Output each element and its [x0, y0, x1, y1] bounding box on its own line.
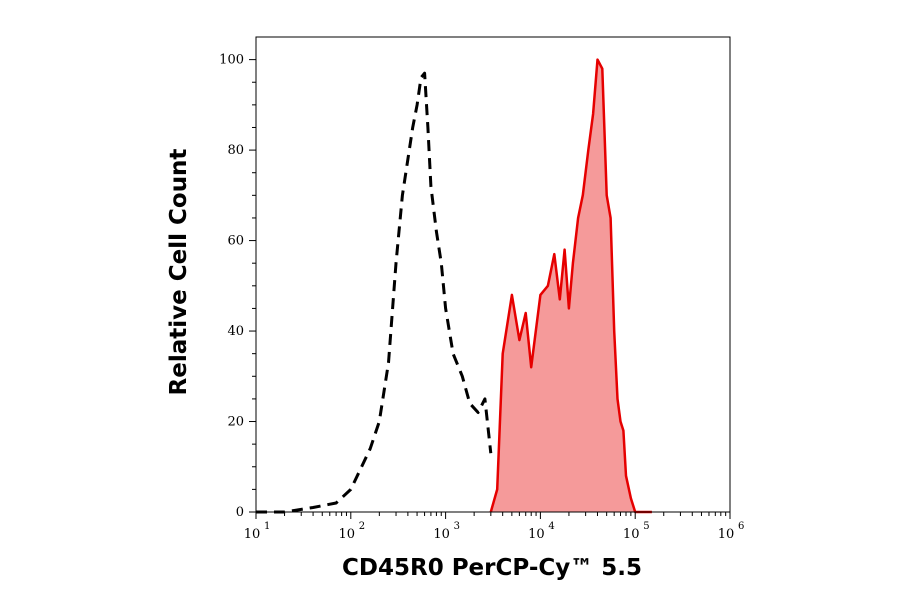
- series-1-line: [489, 58, 652, 514]
- series-0-line: [256, 71, 493, 514]
- plot-frame: [255, 36, 731, 513]
- x-tick-exponent: 2: [359, 521, 365, 532]
- x-tick-base: 10: [528, 527, 545, 542]
- x-tick-exponent: 5: [643, 521, 649, 532]
- x-tick-label: 102: [339, 521, 366, 542]
- y-tick-label: 100: [219, 53, 244, 68]
- y-tick-label: 0: [236, 505, 244, 520]
- x-tick-label: 106: [718, 521, 745, 542]
- y-tick-label: 60: [227, 234, 244, 249]
- x-tick-base: 10: [623, 527, 640, 542]
- y-tick-label: 40: [227, 324, 244, 339]
- x-tick-base: 10: [433, 527, 450, 542]
- x-tick-base: 10: [718, 527, 735, 542]
- x-tick-label: 101: [244, 521, 271, 542]
- series-layer: [256, 58, 652, 514]
- y-tick-label: 20: [227, 415, 244, 430]
- y-axis-title: Relative Cell Count: [166, 149, 192, 396]
- x-tick-base: 10: [244, 527, 261, 542]
- x-tick-exponent: 4: [548, 521, 554, 532]
- x-tick-exponent: 6: [738, 521, 744, 532]
- x-axis-title: CD45R0 PerCP-Cy™ 5.5: [342, 555, 642, 581]
- x-tick-label: 10 3: [433, 521, 460, 542]
- x-tick-exponent: 3: [454, 521, 460, 532]
- y-tick-label: 80: [227, 143, 244, 158]
- x-tick-label: 104: [528, 521, 555, 542]
- x-tick-label: 105: [623, 521, 650, 542]
- x-tick-exponent: 1: [264, 521, 270, 532]
- x-tick-base: 10: [339, 527, 356, 542]
